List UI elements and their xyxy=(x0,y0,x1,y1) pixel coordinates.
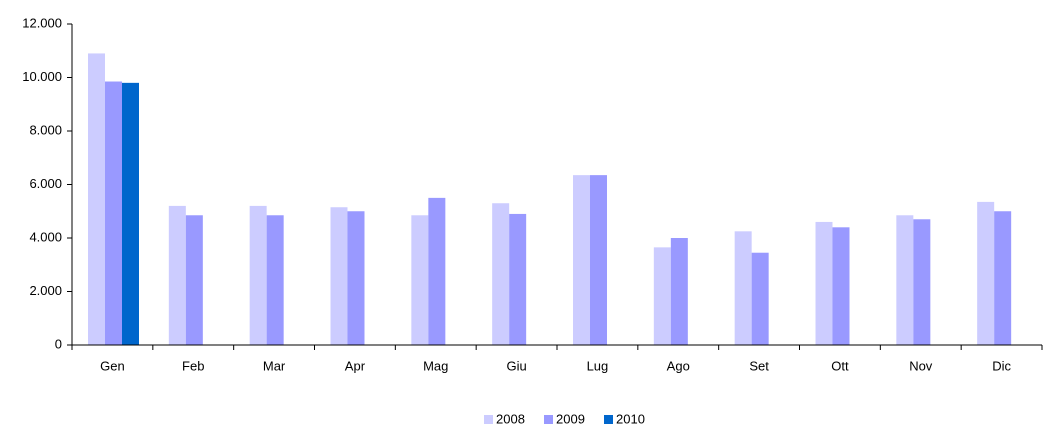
bar xyxy=(670,238,688,345)
bar xyxy=(105,81,122,345)
bar xyxy=(977,201,995,345)
bar xyxy=(122,82,139,345)
x-tick-label: Feb xyxy=(182,358,204,373)
y-tick-label: 12.000 xyxy=(22,15,62,30)
x-tick-label: Dic xyxy=(992,358,1011,373)
bar xyxy=(411,215,429,345)
bar xyxy=(330,207,348,345)
y-tick-label: 10.000 xyxy=(22,69,62,84)
x-tick-label: Lug xyxy=(587,358,609,373)
legend-swatch xyxy=(544,415,553,424)
bar xyxy=(994,211,1012,345)
bar xyxy=(815,221,833,345)
y-tick-label: 4.000 xyxy=(29,229,62,244)
bar xyxy=(249,205,267,345)
bar xyxy=(913,219,931,345)
bar xyxy=(573,175,590,345)
x-tick-label: Ott xyxy=(831,358,849,373)
bar xyxy=(509,213,527,345)
x-tick-label: Mar xyxy=(263,358,286,373)
legend-label: 2008 xyxy=(496,411,525,426)
legend-swatch xyxy=(604,415,613,424)
bar xyxy=(751,252,769,345)
bar xyxy=(734,231,752,345)
bar xyxy=(266,215,284,345)
bar xyxy=(347,211,365,345)
x-tick-label: Giu xyxy=(506,358,526,373)
bar xyxy=(832,227,850,345)
bar xyxy=(185,215,203,345)
y-tick-label: 8.000 xyxy=(29,122,62,137)
x-tick-label: Gen xyxy=(100,358,125,373)
y-tick-label: 2.000 xyxy=(29,283,62,298)
x-tick-label: Mag xyxy=(423,358,448,373)
bar xyxy=(428,197,446,345)
legend-swatch xyxy=(484,415,493,424)
bar xyxy=(88,53,105,346)
y-tick-label: 6.000 xyxy=(29,176,62,191)
x-tick-label: Apr xyxy=(345,358,366,373)
legend-label: 2010 xyxy=(616,411,645,426)
bar xyxy=(492,203,510,345)
bar xyxy=(590,175,607,345)
legend-label: 2009 xyxy=(556,411,585,426)
bar xyxy=(896,215,914,345)
x-tick-label: Ago xyxy=(667,358,690,373)
x-tick-label: Set xyxy=(749,358,769,373)
x-tick-label: Nov xyxy=(909,358,933,373)
bar xyxy=(653,247,671,345)
y-tick-label: 0 xyxy=(55,336,62,351)
bar xyxy=(168,205,186,345)
